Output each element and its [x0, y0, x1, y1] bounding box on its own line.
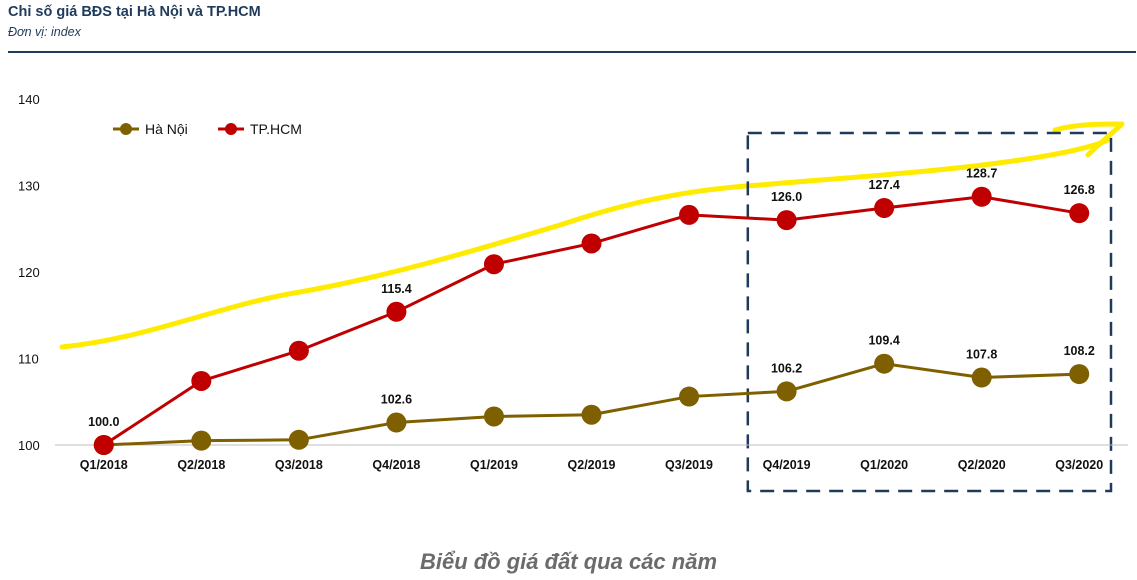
series-point [386, 412, 407, 433]
y-tick-label: 110 [18, 352, 39, 367]
data-label: 107.8 [966, 348, 997, 362]
chart-subtitle: Đơn vị: index [8, 25, 81, 39]
data-label: 128.7 [966, 167, 997, 181]
series-point [1069, 203, 1090, 224]
line-chart: 100 110 120 130 140 Q1/2018 Q2/2018 Q3/2018 Q4/2… [18, 92, 1128, 493]
series-point [581, 404, 602, 425]
series-line [103, 362, 1080, 447]
data-label: 109.4 [868, 334, 899, 348]
x-tick-label: Q2/2018 [177, 458, 225, 472]
y-tick-label: 130 [18, 179, 40, 194]
series-point [386, 301, 407, 322]
series-point [1069, 364, 1090, 385]
x-tick-label: Q1/2019 [470, 458, 518, 472]
series-point [191, 370, 212, 391]
series-point [483, 406, 504, 427]
trend-arrow-head [1052, 121, 1125, 158]
series-point [874, 197, 895, 218]
data-label: 102.6 [381, 393, 412, 407]
legend-marker [120, 123, 132, 135]
y-tick-label: 120 [18, 265, 40, 280]
figure-caption: Biểu đồ giá đất qua các năm [419, 549, 718, 574]
series-point [581, 233, 602, 254]
chart-title: Chỉ số giá BĐS tại Hà Nội và TP.HCM [8, 4, 261, 20]
data-label: 108.2 [1064, 344, 1095, 358]
x-tick-label: Q3/2019 [665, 458, 713, 472]
series-point [483, 254, 504, 275]
series-point [971, 186, 992, 207]
x-tick-label: Q1/2018 [80, 458, 128, 472]
legend-marker [225, 123, 237, 135]
series-point [971, 367, 992, 388]
y-tick-label: 100 [18, 438, 40, 453]
x-tick-label: Q3/2020 [1055, 458, 1103, 472]
data-label: 126.0 [771, 190, 802, 204]
data-label: 127.4 [868, 178, 899, 192]
data-label: 126.8 [1064, 183, 1095, 197]
series-point [679, 204, 700, 225]
series-point [288, 429, 309, 450]
series-point [776, 210, 797, 231]
highlight-box [746, 131, 1113, 493]
x-tick-label: Q4/2018 [372, 458, 420, 472]
data-label: 106.2 [771, 361, 802, 375]
series-point [874, 353, 895, 374]
x-tick-label: Q4/2019 [763, 458, 811, 472]
data-label: 115.4 [381, 282, 412, 296]
series-point [191, 430, 212, 451]
series-point [288, 340, 309, 361]
trend-arrow-line [59, 137, 1111, 350]
data-label: 100.0 [88, 415, 119, 429]
series-point [93, 435, 114, 455]
legend-label: TP.HCM [250, 121, 302, 137]
series-point [679, 386, 700, 407]
x-tick-label: Q2/2020 [958, 458, 1006, 472]
legend-label: Hà Nội [145, 121, 188, 137]
x-tick-label: Q3/2018 [275, 458, 323, 472]
x-tick-label: Q2/2019 [568, 458, 616, 472]
series-point [776, 381, 797, 402]
x-tick-label: Q1/2020 [860, 458, 908, 472]
header-rule [8, 51, 1136, 53]
y-tick-label: 140 [18, 92, 40, 107]
